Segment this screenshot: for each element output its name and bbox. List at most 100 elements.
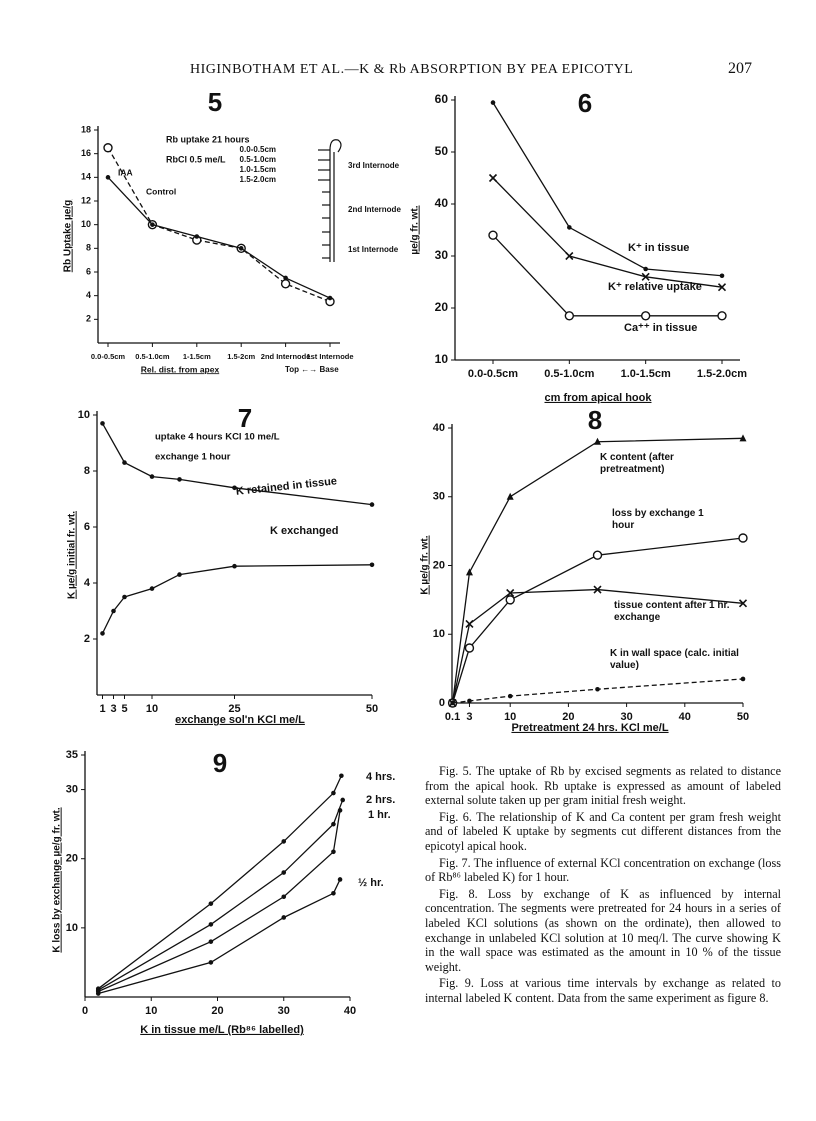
y-axis-label: K loss by exchange µe/g fr. wt. — [52, 807, 63, 952]
point — [640, 311, 651, 321]
point — [593, 585, 602, 594]
annotation: 1.5-2.0cm — [240, 175, 276, 184]
series-line — [97, 810, 341, 993]
y-tick-label: 2 — [86, 314, 91, 324]
point-cross — [506, 588, 515, 598]
point — [208, 901, 214, 906]
point — [369, 502, 375, 507]
y-tick-label: 18 — [81, 124, 91, 134]
y-tick-label: 16 — [81, 148, 91, 158]
point — [283, 275, 288, 281]
point — [595, 686, 600, 692]
caption: Fig. 7. The influence of external KCl co… — [425, 855, 781, 885]
x-axis-label: Pretreatment 24 hrs. KCl me/L — [511, 722, 668, 734]
y-tick-label: 4 — [84, 577, 91, 589]
point — [281, 870, 287, 875]
x-tick-label: 5 — [121, 703, 127, 715]
y-tick-label: 10 — [433, 628, 445, 640]
point — [717, 283, 727, 292]
point — [488, 173, 498, 183]
point — [641, 272, 650, 281]
annotation: 1st Internode — [348, 245, 399, 254]
y-tick-label: 20 — [435, 300, 449, 314]
figure-number: 8 — [588, 405, 602, 435]
x-tick-label: 50 — [737, 711, 749, 723]
point — [506, 492, 514, 500]
point — [507, 693, 513, 699]
point — [717, 311, 727, 321]
series-line — [101, 423, 373, 506]
y-tick-label: 50 — [435, 144, 449, 158]
point — [488, 230, 498, 240]
y-tick-label: 10 — [66, 922, 78, 934]
figure-number: 7 — [238, 403, 252, 433]
y-tick-label: 2 — [84, 633, 90, 645]
annotation: Rb uptake 21 hours — [166, 134, 250, 144]
series-label: K exchanged — [270, 525, 338, 537]
x-tick-label: 10 — [145, 1005, 157, 1017]
point — [149, 586, 155, 591]
x-tick-label: 0.5-1.0cm — [135, 352, 170, 361]
point — [105, 175, 111, 180]
point — [327, 295, 333, 301]
caption: Fig. 5. The uptake of Rb by excised segm… — [425, 764, 781, 808]
y-tick-label: 6 — [86, 266, 91, 276]
point — [111, 608, 116, 614]
figure-number: 5 — [208, 87, 222, 117]
point — [337, 808, 343, 813]
y-tick-label: 20 — [66, 853, 78, 865]
y-tick-label: 20 — [433, 559, 445, 571]
point — [208, 960, 214, 965]
point — [739, 434, 747, 442]
point — [194, 234, 200, 239]
x-tick-label: 0 — [82, 1005, 88, 1017]
y-tick-label: 8 — [86, 243, 91, 253]
point — [738, 533, 748, 543]
y-tick-label: 6 — [84, 521, 90, 533]
point — [232, 485, 237, 491]
annotation: uptake 4 hours KCl 10 me/L — [155, 432, 280, 443]
point — [339, 773, 344, 779]
series-label: loss by exchange 1 hour — [612, 508, 704, 531]
point — [450, 700, 455, 706]
series-label: K⁺ relative uptake — [608, 281, 702, 293]
y-tick-label: 0 — [439, 697, 445, 709]
point — [331, 790, 336, 796]
point — [281, 915, 287, 920]
annotation: exchange 1 hour — [155, 452, 231, 463]
series-line — [107, 176, 331, 299]
y-tick-label: 35 — [66, 749, 78, 761]
x-tick-label: 1.5-2.0cm — [697, 368, 747, 380]
point — [565, 251, 574, 261]
x-axis-label: Rel. dist. from apex — [141, 364, 220, 374]
point-cross — [465, 619, 474, 629]
point — [567, 225, 572, 230]
figure-number: 9 — [213, 748, 227, 778]
caption: Fig. 8. Loss by exchange of K as influen… — [425, 886, 781, 974]
y-tick-label: 40 — [433, 422, 445, 434]
y-tick-label: 10 — [435, 352, 449, 366]
x-tick-label: 30 — [278, 1005, 290, 1017]
captions: Fig. 5. The uptake of Rb by excised segm… — [425, 764, 781, 1008]
series-label: K in wall space (calc. initial value) — [610, 648, 739, 671]
point — [369, 562, 375, 568]
point — [150, 222, 155, 227]
y-axis-label: µe/g fr. wt. — [410, 205, 421, 254]
annotation: 2nd Internode — [348, 205, 401, 214]
x-tick-label: 0.0-0.5cm — [91, 352, 126, 361]
y-tick-label: 10 — [81, 219, 91, 229]
x-axis-label: K in tissue me/L (Rb⁸⁶ labelled) — [140, 1024, 304, 1036]
x-tick-label: 2nd Internode — [261, 352, 311, 361]
annotation: 1.0-1.5cm — [240, 165, 276, 174]
x-tick-label: 3 — [466, 711, 472, 723]
x-tick-label: 20 — [211, 1005, 223, 1017]
x-tick-label: 1.5-2cm — [227, 352, 255, 361]
point — [331, 890, 336, 896]
x-tick-label: 40 — [344, 1005, 356, 1017]
x-tick-label: 40 — [679, 711, 691, 723]
y-tick-label: 12 — [81, 195, 91, 205]
running-title: HIGINBOTHAM ET AL.—K & Rb ABSORPTION BY … — [190, 62, 634, 77]
point — [331, 849, 336, 855]
series-line — [492, 102, 723, 277]
